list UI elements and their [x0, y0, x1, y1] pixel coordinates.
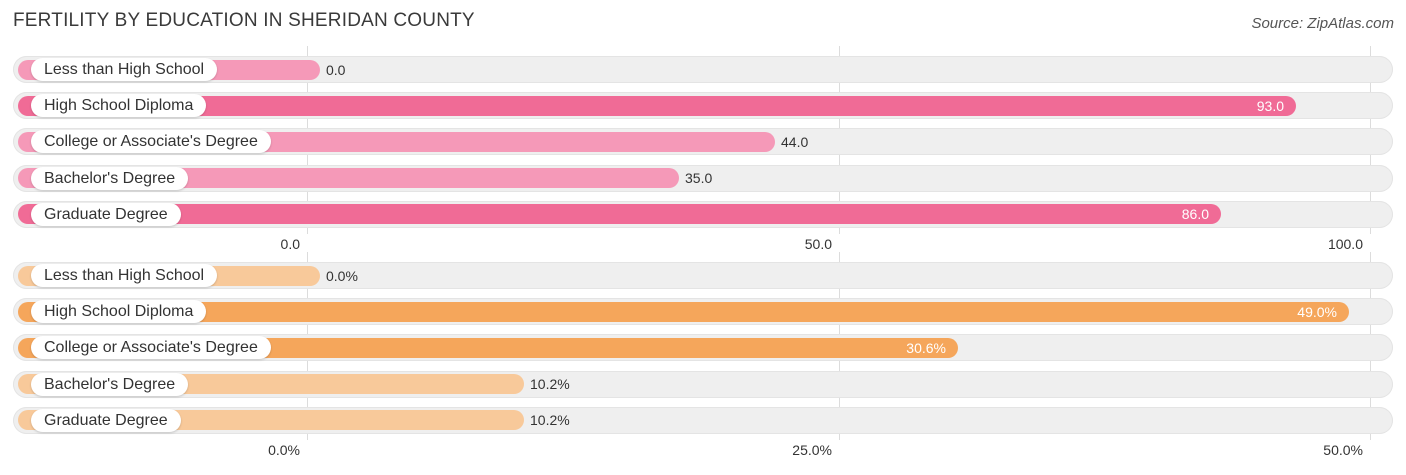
fertility-percent-chart: Less than High School 0.0% High School Dip… — [0, 252, 1406, 468]
source-label: Source: ZipAtlas.com — [1251, 15, 1394, 32]
bar — [18, 96, 1296, 116]
category-label: Less than High School — [31, 264, 218, 287]
category-label: College or Associate's Degree — [31, 130, 271, 153]
value-label: 93.0 — [1256, 98, 1284, 114]
value-label: 10.2% — [530, 412, 570, 428]
x-tick-label: 100.0 — [1327, 236, 1363, 252]
x-tick-label: 50.0% — [1323, 442, 1363, 458]
value-label: 0.0% — [326, 268, 358, 284]
category-label: High School Diploma — [31, 300, 207, 323]
category-label: Graduate Degree — [31, 409, 181, 432]
value-label: 35.0 — [685, 170, 713, 186]
x-tick-label: 50.0 — [804, 236, 832, 252]
value-label: 49.0% — [1297, 304, 1337, 320]
x-tick-label: 25.0% — [792, 442, 832, 458]
x-tick-label: 0.0 — [280, 236, 300, 252]
category-label: Graduate Degree — [31, 203, 181, 226]
x-tick-label: 0.0% — [268, 442, 300, 458]
fertility-rate-chart: Less than High School 0.0 High School Dipl… — [0, 46, 1406, 262]
category-label: Less than High School — [31, 58, 218, 81]
value-label: 86.0 — [1181, 206, 1209, 222]
category-label: Bachelor's Degree — [31, 167, 189, 190]
category-label: Bachelor's Degree — [31, 373, 189, 396]
chart-title: FERTILITY BY EDUCATION IN SHERIDAN COUNT… — [13, 10, 475, 31]
value-label: 0.0 — [326, 62, 346, 78]
value-label: 30.6% — [906, 340, 946, 356]
category-label: High School Diploma — [31, 94, 207, 117]
bar — [18, 302, 1349, 322]
value-label: 44.0 — [781, 134, 809, 150]
category-label: College or Associate's Degree — [31, 336, 271, 359]
value-label: 10.2% — [530, 376, 570, 392]
bar — [18, 204, 1221, 224]
